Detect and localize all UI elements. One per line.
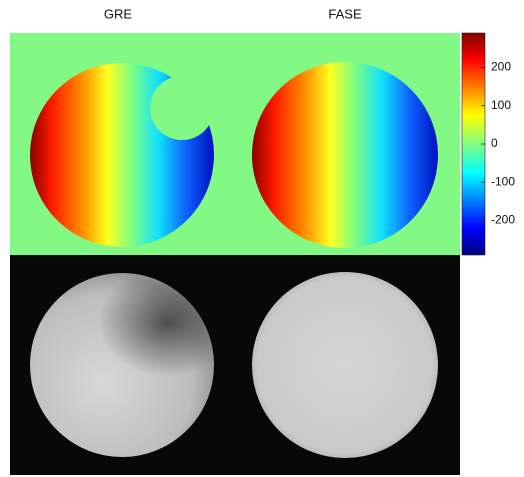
magnitude-fase — [252, 272, 438, 458]
phase-map-fase — [252, 62, 438, 248]
colorbar-tick-label: 200 — [491, 60, 511, 74]
panel-title: GRE — [104, 6, 133, 21]
colorbar-tick-label: 0 — [491, 136, 498, 150]
colorbar-ticks: 200 100 0 -100 -200 — [481, 60, 515, 227]
colorbar-tick-label: -200 — [491, 213, 515, 227]
figure: GRE FASE 200 100 0 -100 -200 — [0, 0, 524, 477]
colorbar-tick-label: -100 — [491, 174, 515, 188]
panel-title: FASE — [328, 6, 362, 21]
colorbar-tick-label: 100 — [491, 98, 511, 112]
phase-map-gre — [30, 63, 214, 247]
